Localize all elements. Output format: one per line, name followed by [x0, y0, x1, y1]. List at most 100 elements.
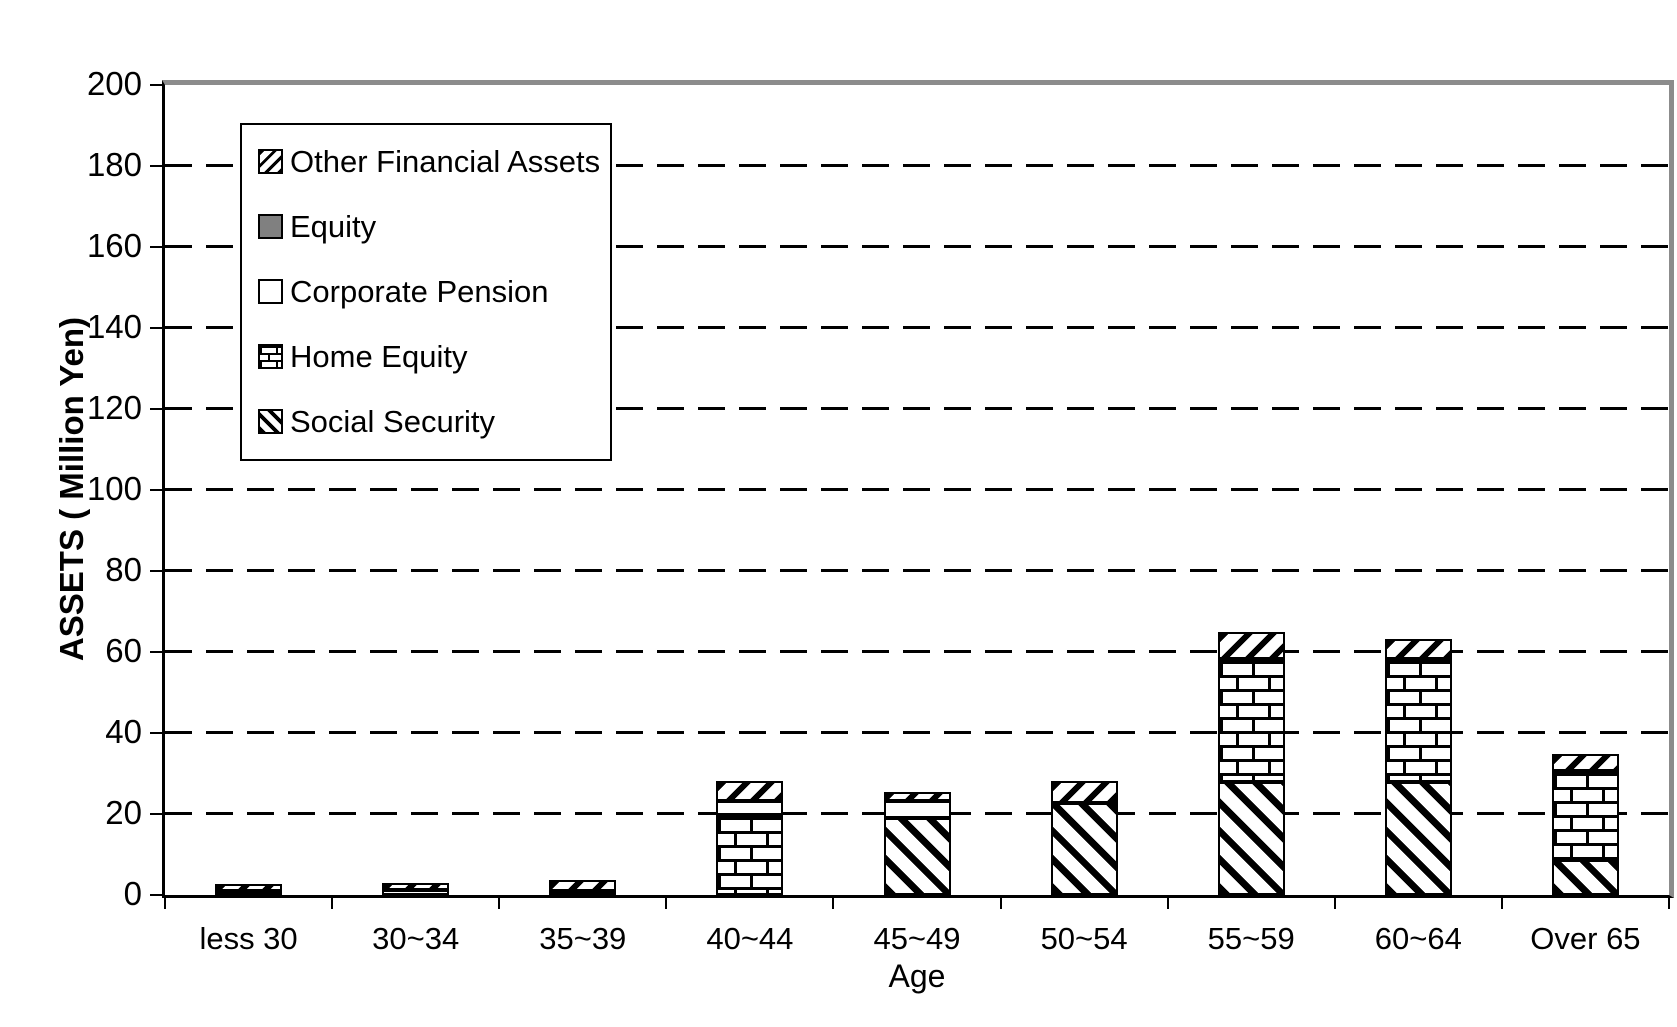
x-category-label: 50~54: [1040, 921, 1128, 956]
gridline: [165, 650, 1669, 653]
legend-label: Other Financial Assets: [290, 143, 601, 179]
legend-label: Equity: [290, 208, 377, 244]
legend-label: Social Security: [290, 403, 496, 439]
legend-item-corporate-pension: Corporate Pension: [242, 259, 610, 324]
legend-item-other-financial-assets: Other Financial Assets: [242, 129, 610, 194]
y-tick-label: 160: [86, 227, 142, 265]
white-square-swatch-icon: [258, 279, 283, 304]
legend-item-social-security: Social Security: [242, 389, 610, 454]
y-axis-tick: [150, 246, 162, 248]
bar-segment-other-financial-assets: [1384, 639, 1452, 659]
gridline: [165, 407, 1669, 410]
x-category-label: 35~39: [539, 921, 627, 956]
y-tick-label: 200: [86, 65, 142, 103]
bar-segment-corporate-pension: [716, 801, 784, 815]
bar-segment-other-financial-assets: [1217, 631, 1285, 660]
y-axis-tick: [150, 570, 162, 572]
gray-square-swatch-icon: [258, 214, 283, 239]
gridline: [165, 488, 1669, 491]
y-tick-label: 140: [86, 308, 142, 346]
bar-segment-other-financial-assets: [716, 781, 784, 802]
y-tick-label: 120: [86, 389, 142, 427]
bar-50-54: [1050, 780, 1118, 895]
y-tick-label: 80: [105, 551, 142, 589]
gridline: [165, 326, 1669, 329]
bar-segment-other-financial-assets: [549, 880, 617, 891]
bar-segment-home-equity: [1551, 770, 1619, 860]
x-axis-tick: [1333, 898, 1336, 909]
bar-segment-social-security: [1384, 781, 1452, 895]
bar-35-39: [549, 880, 617, 895]
diagonal-slash-hatch-swatch-icon: [258, 149, 283, 174]
legend: Other Financial Assets Equity Corporate …: [240, 123, 612, 461]
x-axis-tick: [1668, 898, 1670, 909]
x-axis-tick: [999, 898, 1002, 909]
bar-30-34: [382, 882, 450, 895]
bar-segment-home-equity: [1217, 659, 1285, 782]
y-axis-tick: [150, 408, 162, 410]
x-category-label: 55~59: [1207, 921, 1295, 956]
gridline: [165, 245, 1669, 248]
bar-segment-other-financial-assets: [382, 882, 450, 890]
bar-segment-social-security: [1551, 859, 1619, 895]
bar-segment-social-security: [883, 818, 951, 895]
y-axis-tick: [150, 732, 162, 734]
x-axis-tick: [164, 898, 166, 909]
y-axis-tick: [150, 813, 162, 815]
bar-over-65: [1551, 754, 1619, 895]
bar-segment-social-security: [1050, 803, 1118, 895]
x-axis-tick: [665, 898, 668, 909]
x-category-label: 45~49: [873, 921, 961, 956]
legend-item-home-equity: Home Equity: [242, 324, 610, 389]
x-category-label: less 30: [199, 921, 298, 956]
bar-segment-corporate-pension: [883, 801, 951, 819]
x-axis-tick: [1166, 898, 1169, 909]
y-tick-label: 180: [86, 146, 142, 184]
y-tick-label: 20: [105, 794, 142, 832]
x-category-label: 30~34: [372, 921, 460, 956]
plot-area: [165, 85, 1669, 895]
bar-segment-other-financial-assets: [1551, 754, 1619, 771]
bar-45-49: [883, 792, 951, 895]
bar-segment-corporate-pension: [215, 891, 283, 895]
x-category-label: Over 65: [1530, 921, 1641, 956]
y-axis-tick: [150, 651, 162, 653]
y-tick-label: 40: [105, 713, 142, 751]
bar-40-44: [716, 781, 784, 895]
gridline: [165, 569, 1669, 572]
bar-segment-social-security: [1217, 781, 1285, 895]
brick-pattern-swatch-icon: [258, 344, 283, 369]
bar-segment-other-financial-assets: [1050, 780, 1118, 804]
y-axis-tick: [150, 894, 162, 896]
bar-segment-corporate-pension: [549, 890, 617, 895]
bar-55-59: [1217, 631, 1285, 895]
diagonal-backslash-hatch-swatch-icon: [258, 409, 283, 434]
x-axis-title: Age: [888, 958, 946, 994]
y-tick-label: 60: [105, 632, 142, 670]
x-category-label: 40~44: [706, 921, 794, 956]
bar-segment-home-equity: [1384, 658, 1452, 782]
y-axis-tick: [150, 165, 162, 167]
y-axis-tick: [150, 489, 162, 491]
bar-segment-corporate-pension: [382, 889, 450, 895]
bar-segment-other-financial-assets: [215, 883, 283, 891]
y-axis-tick: [150, 327, 162, 329]
y-axis-tick: [150, 84, 162, 86]
x-axis-tick: [832, 898, 835, 909]
legend-item-equity: Equity: [242, 194, 610, 259]
x-axis-tick: [331, 898, 334, 909]
y-tick-label: 0: [123, 875, 142, 913]
y-tick-label: 100: [86, 470, 142, 508]
x-axis-tick: [498, 898, 501, 909]
x-category-label: 60~64: [1374, 921, 1462, 956]
bar-60-64: [1384, 639, 1452, 895]
bar-segment-other-financial-assets: [883, 792, 951, 802]
x-axis-tick: [1500, 898, 1503, 909]
legend-label: Corporate Pension: [290, 273, 549, 309]
gridline: [165, 164, 1669, 167]
bar-segment-home-equity: [716, 814, 784, 895]
legend-label: Home Equity: [290, 338, 468, 374]
gridline: [165, 731, 1669, 734]
bar-less-30: [215, 883, 283, 895]
